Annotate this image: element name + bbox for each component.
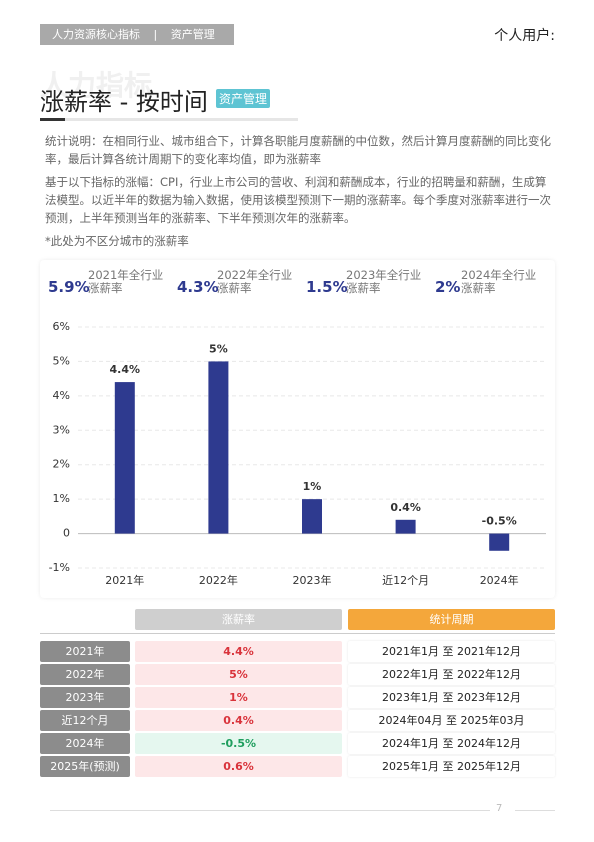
header-tags: 人力资源核心指标 | 资产管理	[40, 24, 234, 45]
value-label: 0.4%	[390, 501, 421, 514]
value-label: -0.5%	[482, 515, 517, 528]
summary-value: 4.3%	[177, 278, 219, 296]
row-label: 近12个月	[40, 710, 130, 731]
paragraph: 基于以下指标的涨幅：CPI，行业上市公司的营收、利润和薪酬成本，行业的招聘量和薪…	[45, 175, 551, 225]
rate-cell: 1%	[135, 687, 342, 708]
summary-label: 涨薪率	[346, 281, 381, 295]
rate-cell: 5%	[135, 664, 342, 685]
watermark: 人力指标	[40, 69, 153, 102]
period-cell: 2024年1月 至 2024年12月	[348, 733, 555, 754]
chart-card: 5.9% 2021年全行业 涨薪率 4.3% 2022年全行业 涨薪率 1.5% 2023年全…	[40, 260, 555, 598]
period-cell: 2021年1月 至 2021年12月	[348, 641, 555, 662]
x-tick-label: 近12个月	[382, 574, 429, 587]
row-label: 2023年	[40, 687, 130, 708]
rate-cell: 0.4%	[135, 710, 342, 731]
header-tag: 人力资源核心指标	[52, 28, 140, 41]
rate-cell: 0.6%	[135, 756, 342, 777]
value-label: 4.4%	[110, 363, 141, 376]
row-label: 2021年	[40, 641, 130, 662]
chart: -1% 0 1% 2% 3% 4% 5% 6% 2021年 4.4% 2022年 5% 2023年 1% 近…	[49, 320, 546, 587]
y-tick-label: -1%	[49, 561, 70, 574]
summary-label: 2024年全行业	[461, 268, 537, 282]
period-cell: 2025年1月 至 2025年12月	[348, 756, 555, 777]
value-label: 1%	[303, 480, 322, 493]
user-label: 个人用户:	[494, 28, 555, 44]
summary-value: 2%	[435, 278, 461, 296]
page-title: 涨薪率 - 按时间	[40, 88, 208, 116]
y-tick-label: 3%	[53, 423, 70, 436]
paragraph: 统计说明：在相同行业、城市组合下，计算各职能月度薪酬的中位数，然后计算月度薪酬的…	[45, 134, 551, 166]
rate-cell: 4.4%	[135, 641, 342, 662]
bar	[114, 382, 135, 534]
y-tick-label: 0	[63, 527, 70, 540]
rate-cell: -0.5%	[135, 733, 342, 754]
row-label: 2024年	[40, 733, 130, 754]
footer-rule	[515, 810, 555, 811]
header-tag: 资产管理	[170, 28, 215, 41]
row-label: 2025年(预测)	[40, 756, 130, 777]
x-tick-label: 2024年	[480, 573, 519, 587]
paragraph: *此处为不区分城市的涨薪率	[45, 234, 189, 248]
y-tick-label: 1%	[53, 492, 70, 505]
table-header: 涨薪率	[135, 609, 342, 630]
summary-value: 5.9%	[48, 278, 90, 296]
summary-label: 2023年全行业	[346, 268, 422, 282]
period-cell: 2022年1月 至 2022年12月	[348, 664, 555, 685]
x-tick-label: 2022年	[199, 573, 238, 587]
badge: 资产管理	[216, 89, 271, 108]
bar	[489, 533, 510, 551]
summary-label: 2022年全行业	[217, 268, 293, 282]
footer-rule	[50, 810, 490, 811]
page-number: 7	[496, 803, 503, 814]
summary-value: 1.5%	[306, 278, 348, 296]
table-rule	[40, 633, 555, 634]
row-label: 2022年	[40, 664, 130, 685]
table-header: 统计周期	[348, 609, 555, 630]
summary-label: 涨薪率	[88, 281, 123, 295]
x-tick-label: 2021年	[105, 573, 144, 587]
x-tick-label: 2023年	[293, 573, 332, 587]
summary-label: 涨薪率	[461, 281, 496, 295]
bar	[302, 499, 322, 534]
bar	[208, 361, 229, 534]
period-cell: 2023年1月 至 2023年12月	[348, 687, 555, 708]
title-underline	[40, 118, 298, 121]
y-tick-label: 2%	[53, 458, 70, 471]
y-tick-label: 5%	[53, 354, 70, 367]
summary-label: 2021年全行业	[88, 268, 164, 282]
period-cell: 2024年04月 至 2025年03月	[348, 710, 555, 731]
summary-label: 涨薪率	[217, 281, 252, 295]
separator: |	[153, 28, 158, 41]
y-tick-label: 4%	[53, 389, 70, 402]
bar	[395, 519, 416, 534]
value-label: 5%	[209, 342, 228, 355]
title-underline-accent	[40, 118, 65, 121]
y-tick-label: 6%	[53, 320, 70, 333]
